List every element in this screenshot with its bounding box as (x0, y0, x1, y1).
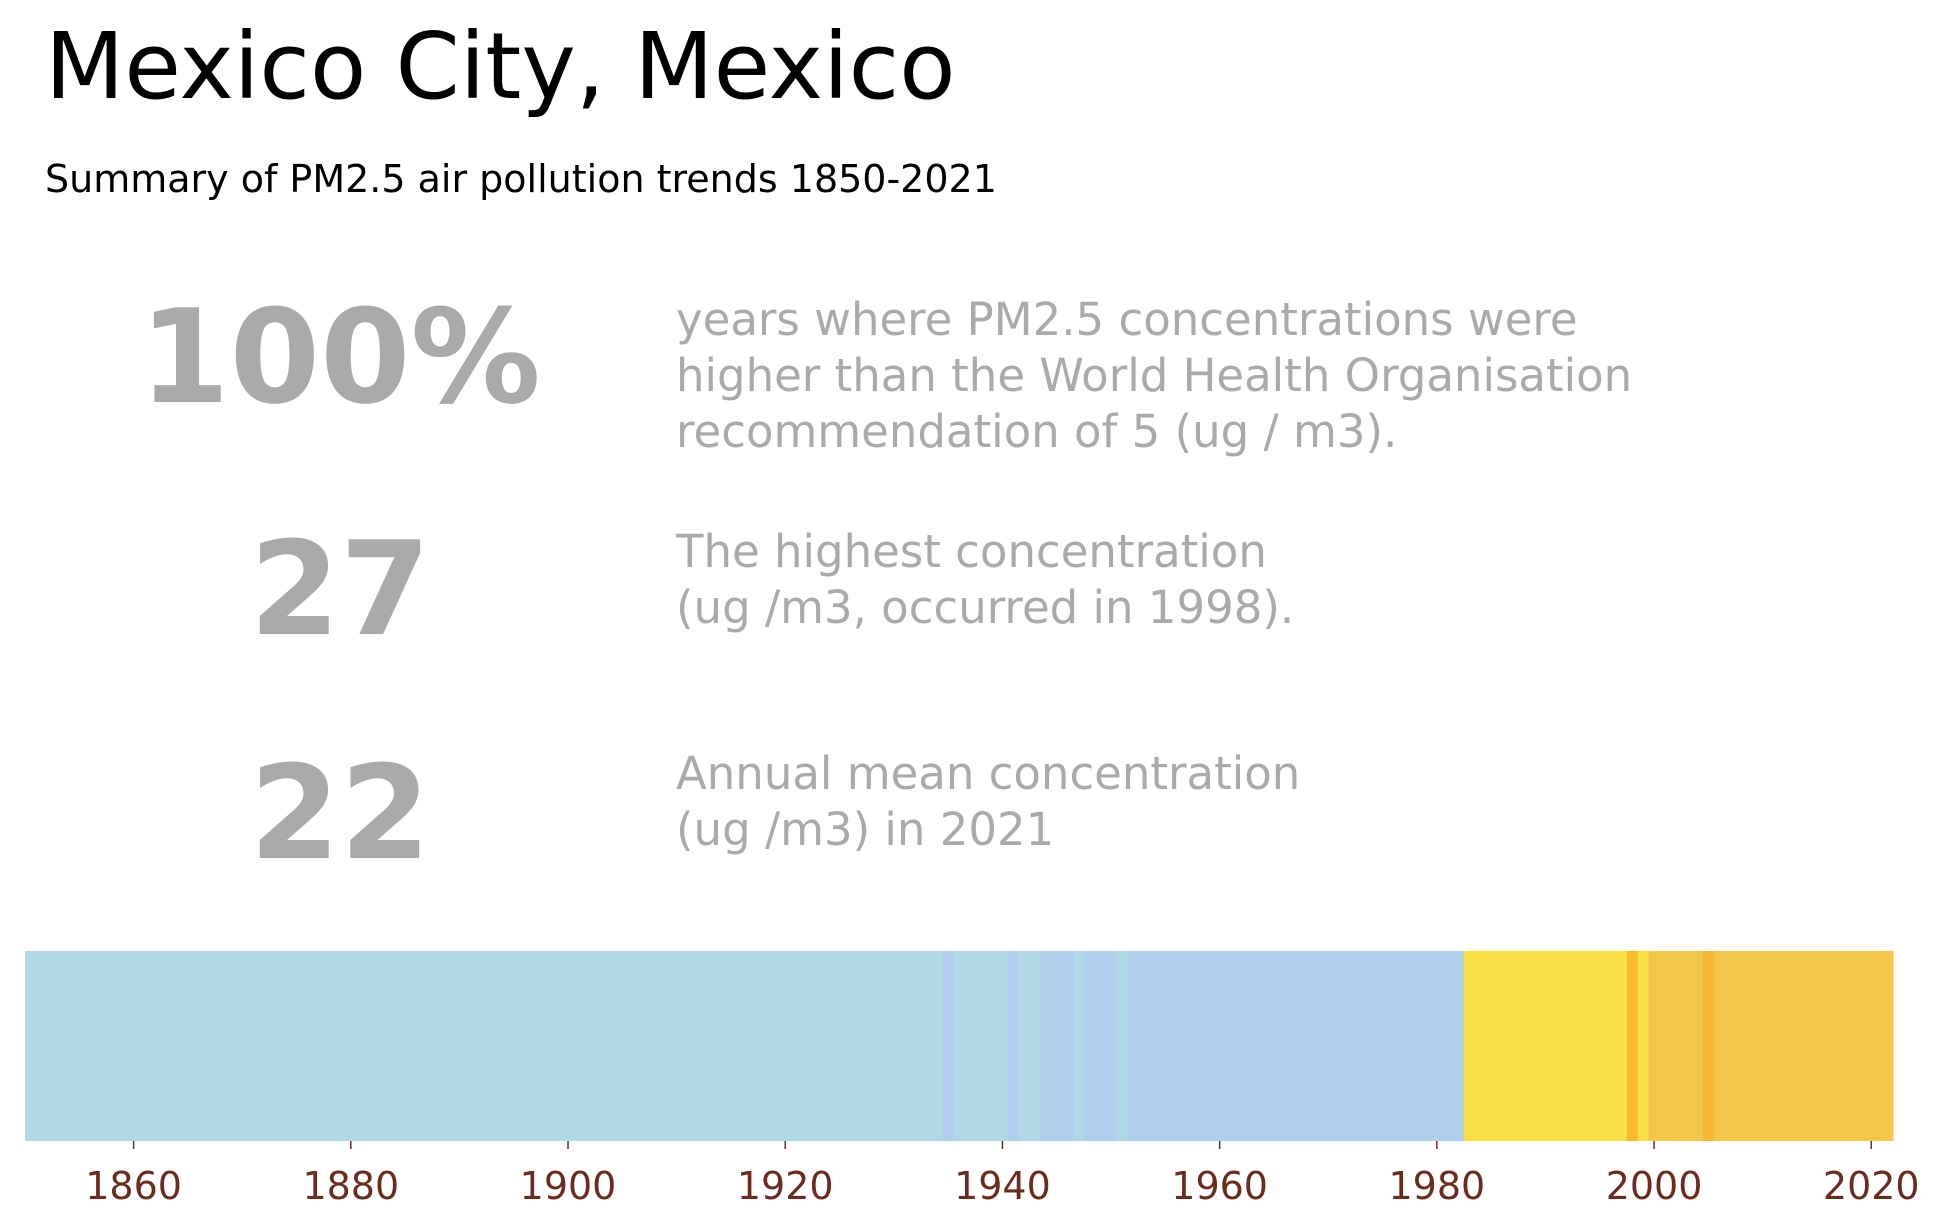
x-tick-label: 2020 (1823, 1164, 1920, 1208)
stripe-segment (1083, 951, 1118, 1141)
stripe-segment (1040, 951, 1074, 1141)
x-tick-label: 1900 (520, 1164, 617, 1208)
page-subtitle: Summary of PM2.5 air pollution trends 18… (45, 157, 997, 201)
stat-value-highest: 27 (249, 513, 431, 665)
stripe-segment (953, 951, 1009, 1141)
warming-stripes-chart: 1860 1880 1900 1920 1940 1960 1980 2000 2020 (25, 951, 1920, 1208)
stat-value-exceedance: 100% (139, 281, 541, 433)
stat-description-exceedance: years where PM2.5 concentrations were hi… (676, 293, 1633, 458)
stripe-segment (25, 951, 944, 1141)
x-tick-label: 1920 (737, 1164, 834, 1208)
x-tick-label: 1940 (954, 1164, 1051, 1208)
stripe-segment (1648, 951, 1704, 1141)
x-tick-label: 1880 (302, 1164, 399, 1208)
stripe-segment (1007, 951, 1020, 1141)
x-tick-label: 1980 (1389, 1164, 1486, 1208)
stat-value-annual-mean: 22 (249, 737, 431, 889)
stat-description-highest: The highest concentration (ug /m3, occur… (676, 525, 1295, 634)
stripe-segment (1018, 951, 1042, 1141)
x-tick-label: 1860 (85, 1164, 182, 1208)
stripe-segment (1626, 951, 1639, 1141)
stat-description-annual-mean: Annual mean concentration (ug /m3) in 20… (676, 747, 1301, 856)
stripe-segment (1464, 951, 1628, 1141)
x-tick-label: 2000 (1606, 1164, 1703, 1208)
stripe-segment (1637, 951, 1650, 1141)
x-axis: 1860 1880 1900 1920 1940 1960 1980 2000 2020 (85, 1141, 1920, 1208)
stripe-segment (1116, 951, 1128, 1141)
stripe-segment (1127, 951, 1465, 1141)
stripe-segment (1713, 951, 1894, 1141)
stripe-segment (1073, 951, 1085, 1141)
stripes-group (25, 951, 1894, 1141)
stripe-segment (942, 951, 955, 1141)
x-tick-label: 1960 (1171, 1164, 1268, 1208)
stripe-segment (1702, 951, 1715, 1141)
page-title: Mexico City, Mexico (45, 13, 956, 120)
